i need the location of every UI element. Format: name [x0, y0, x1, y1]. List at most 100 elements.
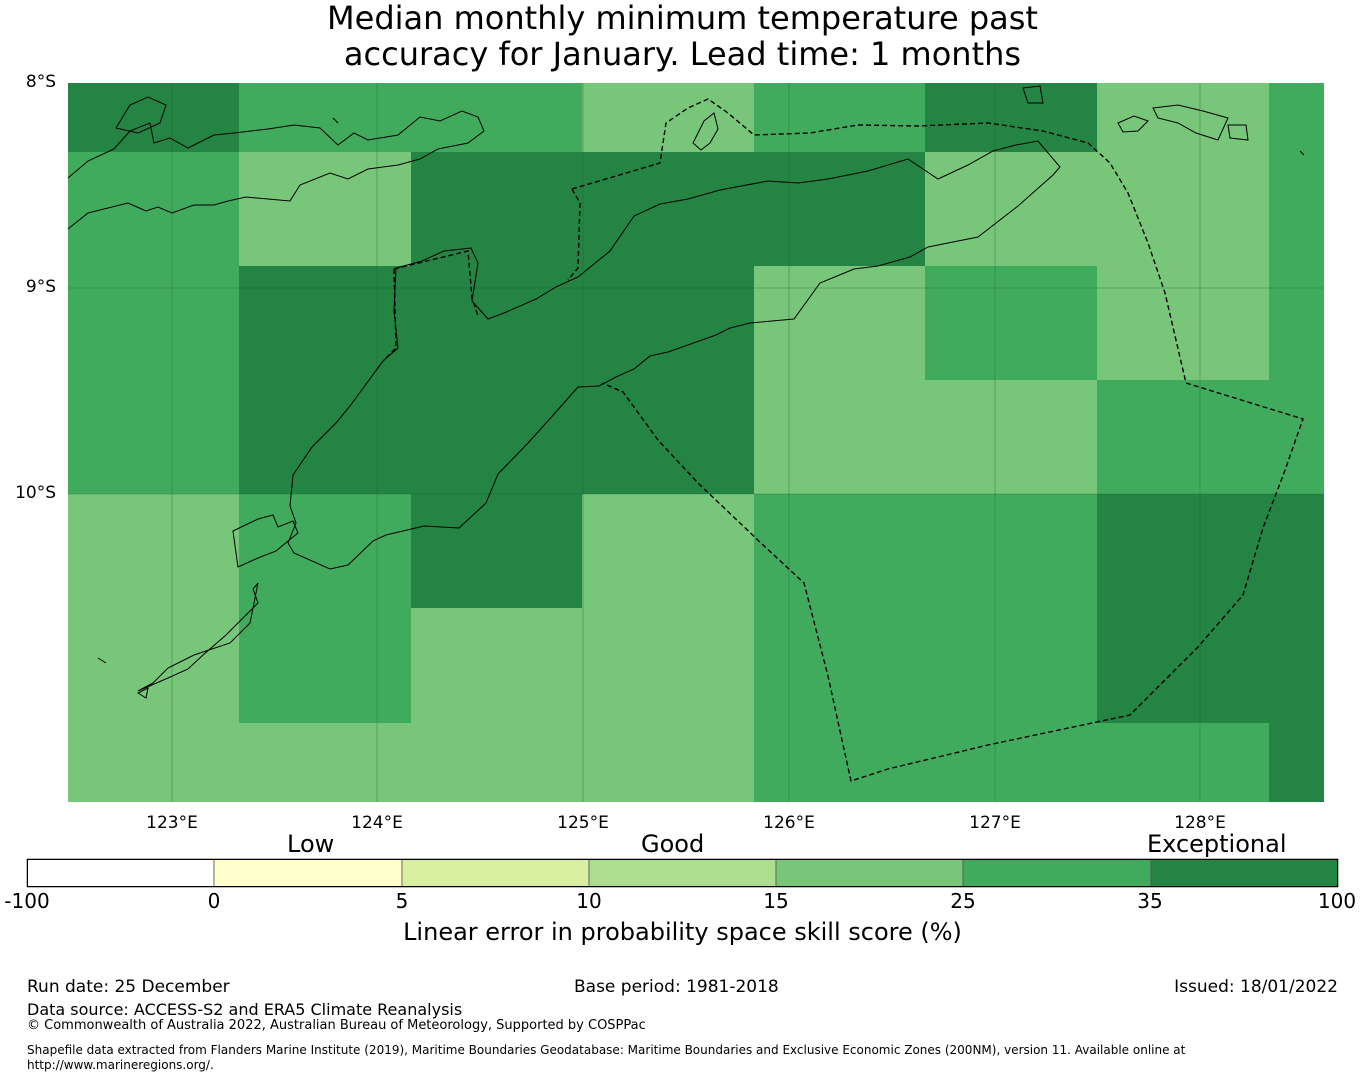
wetar-coastline — [67, 110, 485, 230]
alor-coastline — [115, 96, 167, 134]
colorbar — [26, 858, 1339, 888]
grid-cell — [411, 494, 582, 608]
lat-label-9s: 9°S — [25, 277, 56, 297]
grid-cell — [925, 380, 1097, 494]
tick-label-5: 5 — [395, 889, 409, 913]
grid-cell — [1269, 494, 1324, 608]
grid-cell — [582, 152, 754, 266]
grid-cell — [1097, 608, 1269, 723]
category-label-good: Good — [641, 830, 705, 858]
small-islet-2 — [136, 687, 149, 699]
timor-coastline — [287, 140, 1061, 570]
grid-cell — [582, 723, 754, 802]
grid-cell — [68, 266, 239, 380]
lon-label-125e: 125°E — [557, 813, 609, 833]
tick-label-15: 15 — [763, 889, 789, 913]
base-period: Base period: 1981-2018 — [574, 977, 779, 997]
grid-cell — [68, 608, 239, 723]
colorbar-title: Linear error in probability space skill … — [403, 918, 962, 946]
shapefile-credit-line-2: http://www.marineregions.org/. — [27, 1058, 214, 1072]
grid-cell — [1097, 723, 1269, 802]
coastlines — [67, 85, 1305, 699]
colorbar-segment — [588, 858, 777, 888]
grid-cell — [1269, 83, 1324, 152]
grid-cell — [582, 608, 754, 723]
grid-cell — [925, 723, 1097, 802]
lon-label-124e: 124°E — [351, 813, 403, 833]
chart-title-line-1: Median monthly minimum temperature past — [327, 0, 1038, 37]
grid-cell — [68, 380, 239, 494]
grid-cell — [1269, 608, 1324, 723]
grid-cell — [925, 494, 1097, 608]
data-source: Data source: ACCESS-S2 and ERA5 Climate … — [27, 1000, 463, 1019]
grid-cell — [925, 608, 1097, 723]
lon-label-126e: 126°E — [763, 813, 815, 833]
grid-cell — [754, 266, 925, 380]
colorbar-segment — [401, 858, 590, 888]
atauro-coastline — [692, 112, 719, 151]
eez-boundary — [382, 98, 1304, 782]
grid-cell — [754, 723, 925, 802]
colorbar-segment — [213, 858, 403, 888]
grid-cell — [754, 83, 925, 152]
grid-cell — [239, 83, 411, 152]
tick-label-25: 25 — [950, 889, 976, 913]
grid-cell — [1097, 83, 1269, 152]
tick-label-10: 10 — [576, 889, 602, 913]
grid-cell — [68, 723, 239, 802]
grid-cell — [925, 83, 1097, 152]
graticule — [68, 83, 1324, 802]
grid-cell — [239, 608, 411, 723]
grid-cell — [1269, 380, 1324, 494]
lat-label-8s: 8°S — [25, 72, 56, 92]
grid-cell — [411, 266, 582, 380]
eastern-island-2 — [1152, 104, 1229, 141]
tick-label-100: 100 — [1317, 889, 1357, 913]
grid-cell — [68, 494, 239, 608]
skill-score-map — [67, 83, 1324, 802]
grid-cell — [582, 266, 754, 380]
category-label-exceptional: Exceptional — [1147, 830, 1287, 858]
lon-label-123e: 123°E — [146, 813, 198, 833]
grid-cells — [68, 83, 1324, 802]
grid-cell — [754, 608, 925, 723]
lat-label-10s: 10°S — [15, 483, 56, 503]
tick-label-35: 35 — [1137, 889, 1163, 913]
grid-cell — [582, 380, 754, 494]
eastern-island-4 — [1022, 85, 1044, 104]
colorbar-segment — [1150, 858, 1339, 888]
issued-date: Issued: 18/01/2022 — [1174, 977, 1338, 997]
grid-cell — [239, 152, 411, 266]
small-islet-1 — [97, 657, 107, 664]
grid-cell — [925, 266, 1097, 380]
grid-cell — [582, 494, 754, 608]
colorbar-segment — [26, 858, 215, 888]
grid-cell — [754, 494, 925, 608]
grid-cell — [239, 266, 411, 380]
rote-coastline — [232, 514, 299, 568]
shapefile-credit-line-1: Shapefile data extracted from Flanders M… — [27, 1043, 1186, 1057]
lon-label-128e: 128°E — [1174, 813, 1226, 833]
copyright: © Commonwealth of Australia 2022, Austra… — [27, 1018, 646, 1033]
chart-title-line-2: accuracy for January. Lead time: 1 month… — [343, 35, 1022, 73]
southwest-island — [137, 582, 259, 692]
grid-cell — [411, 608, 582, 723]
timor-leste-eez — [382, 98, 1304, 782]
eastern-island-3 — [1227, 124, 1249, 141]
grid-cell — [925, 152, 1097, 266]
lon-label-127e: 127°E — [969, 813, 1021, 833]
grid-cell — [411, 152, 582, 266]
small-islet-3 — [332, 117, 339, 124]
colorbar-segment — [962, 858, 1152, 888]
grid-cell — [1097, 152, 1269, 266]
grid-cell — [754, 380, 925, 494]
grid-cell — [582, 83, 754, 152]
grid-cell — [1097, 266, 1269, 380]
grid-cell — [1269, 723, 1324, 802]
colorbar-segment — [775, 858, 964, 888]
grid-cell — [754, 152, 925, 266]
grid-cell — [411, 380, 582, 494]
grid-cell — [1097, 494, 1269, 608]
grid-cell — [239, 723, 411, 802]
grid-cell — [1097, 380, 1269, 494]
